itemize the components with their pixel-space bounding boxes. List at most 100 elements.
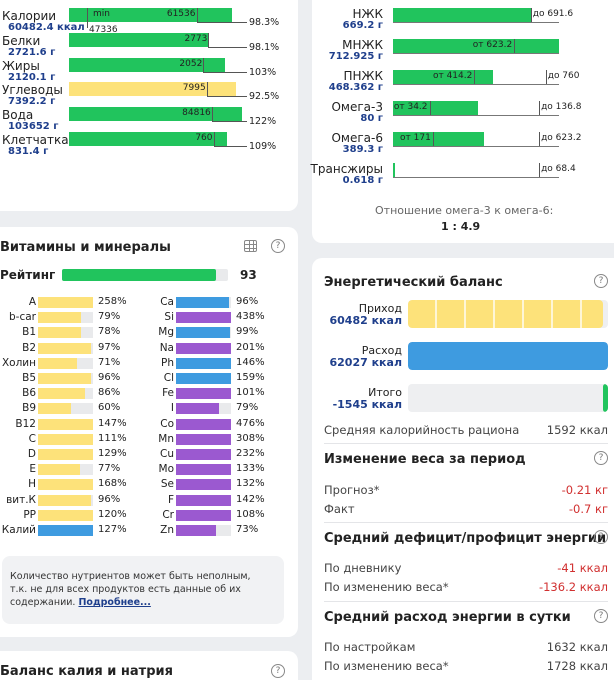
target-value: 84816 [182, 108, 211, 119]
macro-label: Жиры [2, 58, 40, 73]
nutrient-percent: 132% [236, 478, 265, 490]
nutrient-percent: 101% [236, 387, 265, 399]
nutrient-bar [176, 342, 231, 354]
nutrient-bar-fill [38, 327, 81, 339]
nutrient-bar-fill [38, 312, 82, 324]
nutrient-percent: 86% [98, 387, 121, 399]
nutrient-bar [38, 449, 93, 460]
daily-help-icon[interactable]: ? [594, 609, 608, 623]
nutrient-bar-fill [176, 479, 231, 491]
range-value: до 623.2 [541, 133, 582, 143]
macro-bar [69, 8, 239, 22]
nutrient-bar [38, 342, 93, 354]
nutrient-percent: 97% [98, 341, 121, 353]
range-marker [545, 70, 547, 84]
macro-bar-fill [69, 57, 226, 72]
nutrient-bar [38, 297, 93, 308]
nutrient-percent: 120% [98, 508, 127, 520]
fat-label: МНЖК [342, 38, 383, 52]
potassium-title: Баланс калия и натрия [0, 664, 173, 679]
min-marker [87, 8, 88, 28]
fat-value: 0.618 г [342, 175, 383, 186]
macro-label: Вода [2, 108, 34, 123]
weight-help-icon[interactable]: ? [594, 451, 608, 465]
nutrient-percent: 96% [236, 296, 259, 307]
range-value: до 691.6 [532, 9, 574, 19]
energy-bar [408, 342, 608, 370]
fat-label: НЖК [352, 7, 383, 21]
nutrient-bar-fill [38, 433, 93, 445]
range-marker [539, 163, 541, 177]
nutrient-bar-fill [176, 494, 231, 506]
nutrient-bar-fill [176, 327, 231, 339]
nutrient-percent: 146% [236, 356, 265, 368]
nutrient-bar-fill [38, 357, 78, 369]
nutrient-percent: 60% [98, 402, 121, 414]
nutrient-percent: 96% [98, 372, 121, 383]
macro-percent: 98.3% [249, 17, 280, 28]
fat-bar-fill [393, 8, 531, 22]
rating-value: 93 [240, 268, 257, 282]
fat-value: 669.2 г [342, 20, 383, 31]
energy-bar-label: Приход [358, 302, 402, 315]
more-link[interactable]: Подробнее... [78, 597, 151, 608]
macro-percent: 109% [249, 141, 277, 152]
nutrient-bar-fill [38, 373, 91, 384]
nutrient-bar-fill [38, 449, 93, 460]
nutrient-label: Cr [162, 508, 174, 521]
nutrient-percent: 258% [98, 296, 127, 307]
energy-bar-value: 60482 ккал [329, 314, 402, 327]
nutrient-label: Cu [160, 448, 174, 460]
energy-card [312, 258, 614, 680]
fat-bar-baseline [393, 53, 559, 54]
nutrient-bar [176, 403, 231, 415]
macro-bar-fill [69, 8, 233, 22]
target-value: 2052 [179, 58, 203, 69]
macro-bar-fill [69, 107, 243, 122]
nutrient-percent: 168% [98, 478, 127, 490]
nutrient-bar-fill [38, 464, 81, 476]
nutrient-bar-fill [176, 433, 231, 445]
macro-value: 831.4 г [8, 146, 49, 157]
nutrient-percent: 201% [236, 341, 265, 353]
macro-bar [69, 132, 239, 146]
nutrient-bar [176, 494, 231, 506]
macro-bar-fill [69, 82, 236, 97]
energy-bar-label: Итого [368, 386, 402, 399]
vitamins-help-icon[interactable]: ? [271, 239, 285, 253]
target-value: 760 [195, 133, 213, 143]
nutrient-bar [38, 494, 93, 506]
nutrient-note: Количество нутриентов может быть неполны… [10, 571, 251, 608]
target-line [206, 96, 247, 98]
energy-bar-fill [603, 384, 608, 412]
nutrient-bar-fill [176, 525, 217, 536]
nutrient-label: Co [160, 417, 174, 430]
macro-bar [69, 32, 239, 47]
nutrient-label: Ph [161, 356, 174, 369]
table-view-icon[interactable] [244, 240, 257, 252]
nutrient-bar-fill [38, 494, 91, 506]
nutrient-label: F [167, 493, 174, 506]
potassium-help-icon[interactable]: ? [271, 664, 285, 678]
nutrient-label: Mn [158, 432, 174, 445]
macro-percent: 98.1% [249, 41, 280, 53]
macro-label: Клетчатка [2, 133, 69, 147]
energy-help-icon[interactable]: ? [594, 274, 608, 288]
vitamins-title: Витамины и минералы [0, 240, 171, 255]
macro-value: 60482.4 ккал [8, 22, 85, 33]
nutrient-bar [176, 357, 231, 369]
deficit-help-icon[interactable]: ? [594, 530, 608, 544]
nutrient-bar-fill [38, 479, 93, 491]
target-marker [208, 32, 210, 47]
nutrient-bar [38, 357, 93, 369]
fat-bar-fill [393, 101, 478, 115]
fact-value: -0.7 кг [568, 502, 608, 516]
macro-bar [69, 82, 239, 97]
range-marker [539, 132, 541, 146]
nutrient-bar [176, 433, 231, 445]
nutrient-bar [176, 312, 231, 324]
nutrient-label: C [28, 432, 36, 445]
nutrient-bar [38, 509, 93, 521]
macro-value: 103652 г [8, 121, 59, 133]
range-marker [539, 101, 541, 115]
